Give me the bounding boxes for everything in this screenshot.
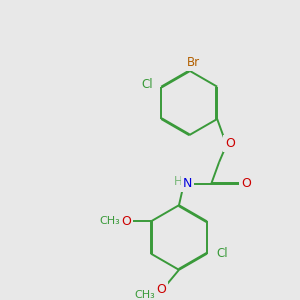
Text: H: H (174, 175, 182, 188)
Text: O: O (156, 283, 166, 296)
Text: O: O (225, 137, 235, 150)
Text: Cl: Cl (142, 78, 153, 91)
Text: Cl: Cl (217, 247, 228, 260)
Text: Br: Br (187, 56, 200, 69)
Text: CH₃: CH₃ (100, 216, 120, 226)
Text: N: N (183, 177, 193, 190)
Text: O: O (122, 215, 131, 228)
Text: O: O (242, 177, 251, 190)
Text: CH₃: CH₃ (134, 290, 155, 300)
